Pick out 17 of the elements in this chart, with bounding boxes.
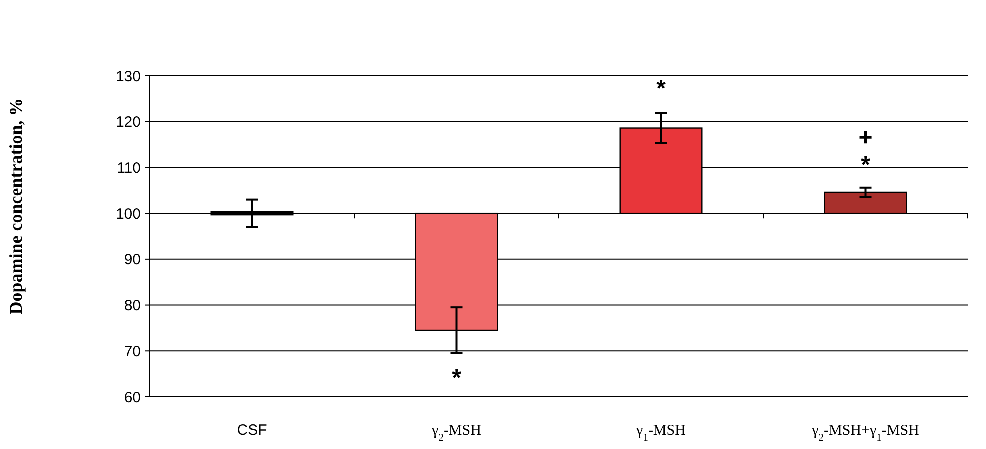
y-tick-label: 70 xyxy=(124,343,141,360)
annotation: + xyxy=(858,124,873,152)
x-tick-label: γ$_{2}$-MSH xyxy=(431,423,482,444)
x-tick-label: γ$_{2}$-MSH+γ$_{1}$-MSH xyxy=(811,423,920,444)
y-axis-title: Dopamine concentration, % xyxy=(6,98,26,315)
y-tick-label: 130 xyxy=(116,68,141,86)
annotation: * xyxy=(452,365,462,392)
x-tick-label: CSF xyxy=(237,422,268,439)
annotation: * xyxy=(861,152,872,179)
y-tick-label: 60 xyxy=(124,389,141,406)
annotation: * xyxy=(656,75,667,102)
y-tick-label: 110 xyxy=(117,160,141,177)
y-tick-label: 100 xyxy=(116,206,141,223)
y-tick-label: 80 xyxy=(124,298,141,315)
y-tick-label: 120 xyxy=(116,114,141,132)
x-tick-label: γ$_{1}$-MSH xyxy=(636,423,686,444)
y-tick-label: 90 xyxy=(124,252,141,269)
